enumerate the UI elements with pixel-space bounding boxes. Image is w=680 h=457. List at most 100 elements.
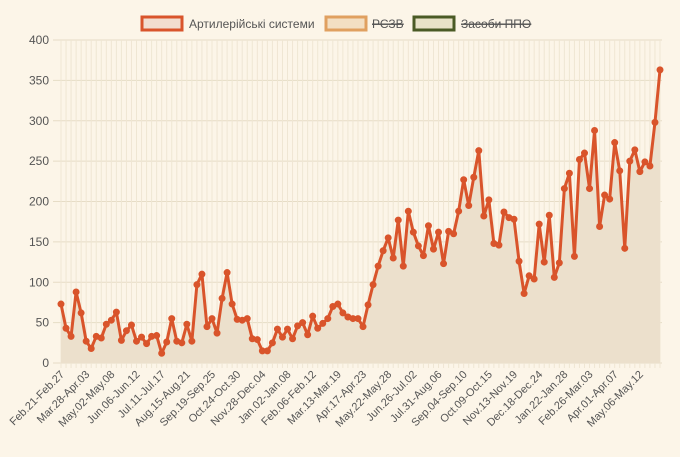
data-point (465, 202, 473, 210)
data-point (404, 207, 412, 215)
data-point (525, 272, 533, 280)
data-point (339, 309, 347, 317)
data-point (570, 252, 578, 260)
data-point (153, 332, 161, 340)
y-tick-label: 250 (29, 154, 49, 168)
data-point (193, 281, 201, 289)
legend-item-1[interactable]: РСЗВ (324, 15, 404, 32)
data-point (495, 241, 503, 249)
data-point (183, 320, 191, 328)
data-point (379, 247, 387, 255)
data-point (359, 323, 367, 331)
data-point (530, 275, 538, 283)
data-point (596, 223, 604, 231)
data-point (550, 273, 558, 281)
data-point (188, 337, 196, 345)
y-tick-label: 50 (36, 316, 50, 330)
y-tick-label: 300 (29, 114, 49, 128)
data-point (440, 260, 448, 268)
data-point (394, 216, 402, 224)
data-point (470, 173, 478, 181)
data-point (289, 335, 297, 343)
legend-item-0[interactable]: Артилерійські системи (140, 15, 315, 32)
data-point (601, 191, 609, 199)
data-point (399, 262, 407, 270)
data-point (213, 329, 221, 337)
data-point (143, 340, 151, 348)
data-point (485, 196, 493, 204)
data-point (294, 322, 302, 330)
data-point (309, 312, 317, 320)
data-point (138, 333, 146, 341)
y-tick-label: 0 (42, 356, 49, 370)
series-layer (57, 66, 664, 363)
data-point (369, 281, 377, 289)
data-point (475, 147, 483, 155)
data-point (626, 157, 634, 165)
data-point (460, 176, 468, 184)
y-tick-label: 350 (29, 73, 49, 87)
data-point (77, 309, 85, 317)
data-point (133, 337, 141, 345)
data-point (500, 208, 508, 216)
data-point (299, 319, 307, 327)
y-tick-label: 400 (29, 33, 49, 47)
data-point (520, 290, 528, 298)
data-point (163, 338, 171, 346)
data-point (656, 66, 664, 74)
data-point (203, 323, 211, 331)
data-point (268, 339, 276, 347)
data-point (314, 324, 322, 332)
data-point (228, 300, 236, 308)
data-point (575, 156, 583, 164)
data-point (57, 300, 65, 308)
data-point (374, 262, 382, 270)
data-point (253, 336, 261, 344)
data-point (409, 228, 417, 236)
data-point (208, 315, 216, 323)
data-point (646, 162, 654, 170)
data-point (510, 215, 518, 223)
x-axis: Feb.21-Feb.27Mar.28-Apr.03May.02-May.08J… (8, 369, 646, 430)
data-point (158, 349, 166, 357)
data-point (112, 308, 120, 316)
data-point (97, 334, 105, 342)
data-point (616, 167, 624, 175)
series-area (61, 69, 660, 363)
data-point (435, 228, 443, 236)
data-point (560, 185, 568, 193)
data-point (243, 315, 251, 323)
data-point (62, 324, 70, 332)
data-point (636, 168, 644, 176)
y-axis: 0 50 100 150 200 250 300 350 400 (29, 33, 49, 370)
data-point (218, 294, 226, 302)
data-point (480, 212, 488, 220)
data-point (82, 337, 90, 345)
data-point (621, 244, 629, 252)
legend-swatch (324, 15, 368, 32)
data-point (284, 325, 292, 333)
legend-label: Артилерійські системи (189, 17, 315, 31)
data-point (611, 139, 619, 147)
y-tick-label: 100 (29, 275, 49, 289)
y-tick-label: 150 (29, 235, 49, 249)
legend-item-2[interactable]: Засоби ППО (412, 15, 532, 32)
data-point (223, 269, 231, 277)
data-point (641, 158, 649, 166)
data-point (278, 333, 286, 341)
data-point (107, 316, 115, 324)
data-point (565, 169, 573, 177)
data-point (389, 254, 397, 262)
data-point (384, 234, 392, 242)
data-point (178, 339, 186, 347)
data-point (319, 319, 327, 327)
data-point (334, 300, 342, 308)
legend-swatch (140, 15, 184, 32)
data-point (591, 126, 599, 134)
data-point (580, 149, 588, 157)
data-point (540, 258, 548, 266)
legend: Артилерійські системи РСЗВ Засоби ППО (140, 15, 532, 32)
data-point (414, 242, 422, 250)
